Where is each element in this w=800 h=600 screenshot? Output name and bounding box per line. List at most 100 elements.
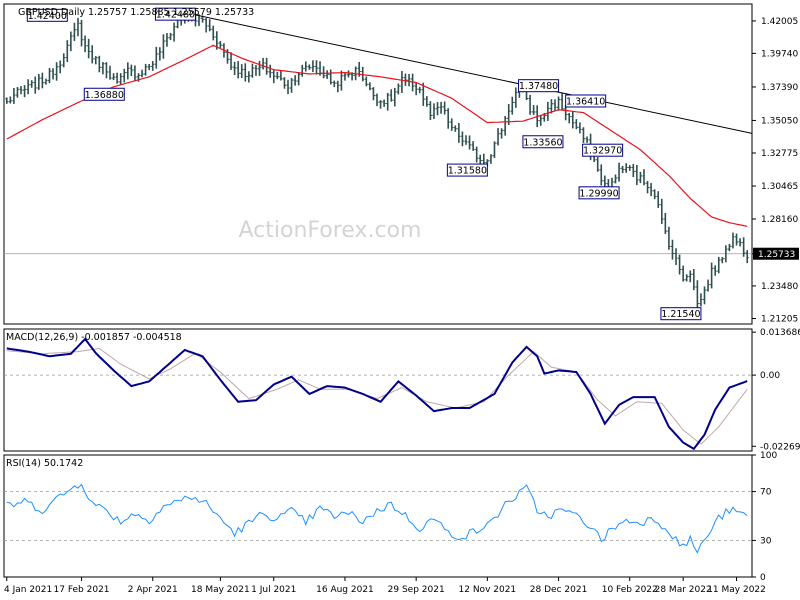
macd-panel-title: MACD(12,26,9) -0.001857 -0.004518 — [6, 332, 182, 343]
rsi-y-tick-label: 0 — [760, 573, 766, 583]
price-y-tick-label: 1.37390 — [761, 83, 798, 93]
ohlc-bar — [378, 100, 383, 109]
ohlc-bar — [528, 94, 532, 115]
ohlc-bar — [460, 131, 465, 147]
ohlc-bar — [129, 64, 133, 77]
ohlc-bar — [393, 87, 397, 107]
ohlc-bar — [717, 256, 721, 274]
ohlc-bar — [265, 57, 269, 75]
ohlc-bar — [400, 70, 404, 94]
price-label-box — [522, 135, 564, 149]
ohlc-bar — [642, 169, 646, 186]
ohlc-bar — [122, 68, 126, 83]
ohlc-bar — [435, 102, 440, 116]
ohlc-bar — [710, 262, 714, 289]
ohlc-bar — [403, 73, 408, 86]
price-label: 1.29990 — [578, 186, 620, 200]
price-y-tick-label: 1.39740 — [761, 49, 798, 59]
price-panel: 1.42005 1.39740 1.37390 1.35050 1.32775 1.304… — [3, 3, 799, 325]
price-label-box — [446, 163, 488, 177]
ohlc-bar — [94, 56, 98, 65]
x-tick-label: 11 May 2022 — [707, 585, 766, 595]
ohlc-bar — [446, 108, 450, 129]
ohlc-bar — [286, 79, 290, 95]
ohlc-bar — [87, 38, 91, 59]
ohlc-bar — [140, 69, 144, 78]
macd-plot-area — [3, 328, 753, 452]
price-label: 1.33560 — [522, 135, 564, 149]
ohlc-bar — [204, 18, 208, 33]
price-y-tick-label: 1.28160 — [761, 215, 798, 225]
price-label-box — [578, 186, 620, 200]
ohlc-bar — [389, 89, 393, 102]
ohlc-bar — [553, 99, 557, 111]
ohlc-bar — [371, 87, 376, 101]
ohlc-bar — [300, 64, 304, 77]
ohlc-bar — [724, 245, 728, 263]
ohlc-bar — [681, 265, 685, 282]
ohlc-bar — [111, 73, 116, 81]
ohlc-bar — [272, 70, 276, 84]
ohlc-bar — [104, 62, 109, 79]
price-label-text: 1.31580 — [448, 166, 487, 177]
ohlc-bar — [236, 60, 240, 79]
price-label: 1.21540 — [660, 307, 702, 321]
price-label: 1.37480 — [518, 79, 560, 93]
ohlc-bar — [532, 105, 536, 116]
ohlc-bar — [30, 80, 34, 88]
price-label-box — [660, 307, 702, 321]
price-y-tick-label: 1.35050 — [761, 116, 798, 126]
rsi-y-tick-label: 70 — [760, 488, 772, 498]
ohlc-bar — [336, 80, 340, 93]
ohlc-bar — [467, 135, 472, 150]
ohlc-bar — [496, 128, 500, 146]
ohlc-bar — [407, 74, 411, 87]
ohlc-bar — [571, 110, 575, 129]
ohlc-bar — [311, 60, 315, 73]
ohlc-bar — [649, 182, 653, 197]
ohlc-bar — [745, 250, 749, 264]
price-label: 1.36410 — [565, 94, 607, 108]
price-plot-area — [3, 3, 753, 325]
ohlc-bar — [165, 33, 169, 47]
ohlc-bar — [154, 46, 158, 69]
price-y-tick-label: 1.30465 — [761, 182, 798, 192]
ohlc-bar — [346, 70, 351, 78]
ohlc-bar — [15, 87, 20, 98]
ohlc-bar — [621, 166, 625, 174]
ohlc-bar — [581, 127, 586, 143]
ohlc-bar — [503, 115, 507, 136]
ohlc-bar — [268, 64, 272, 78]
x-axis: 4 Jan 2021 17 Feb 2021 2 Apr 2021 18 May 20… — [4, 577, 766, 595]
ohlc-bar — [510, 96, 514, 115]
ohlc-bar — [257, 60, 262, 76]
x-tick-label: 16 Aug 2021 — [316, 585, 374, 595]
ohlc-bar — [564, 105, 568, 121]
rsi-line — [6, 483, 748, 554]
ohlc-bar — [599, 164, 603, 186]
ohlc-bar — [464, 135, 468, 145]
ohlc-bar — [72, 22, 77, 41]
price-label-text: 1.32970 — [583, 146, 622, 157]
price-label-box — [582, 143, 624, 157]
ohlc-bar — [396, 83, 400, 95]
ohlc-bar — [218, 41, 222, 48]
ohlc-bar — [5, 97, 9, 104]
ohlc-bar — [339, 70, 344, 91]
ohlc-bar — [307, 64, 311, 70]
ohlc-bar — [76, 17, 80, 37]
x-tick-label: 2 Apr 2021 — [128, 585, 178, 595]
x-tick-label: 4 Jan 2021 — [4, 585, 52, 595]
ohlc-bar — [172, 22, 176, 42]
last-price-tag: 1.25733 — [753, 247, 799, 260]
ohlc-bar — [560, 92, 564, 111]
ohlc-bar — [617, 162, 621, 182]
ohlc-bar — [22, 85, 27, 98]
sma-line — [6, 44, 748, 227]
ohlc-bar — [386, 92, 390, 111]
macd-panel: 0.013686 0.00 -0.022698 — [3, 328, 800, 452]
ohlc-bar — [293, 75, 297, 86]
price-y-tick-label: 1.42005 — [761, 17, 798, 27]
ohlc-bar — [656, 191, 660, 208]
ohlc-bar — [613, 174, 618, 184]
